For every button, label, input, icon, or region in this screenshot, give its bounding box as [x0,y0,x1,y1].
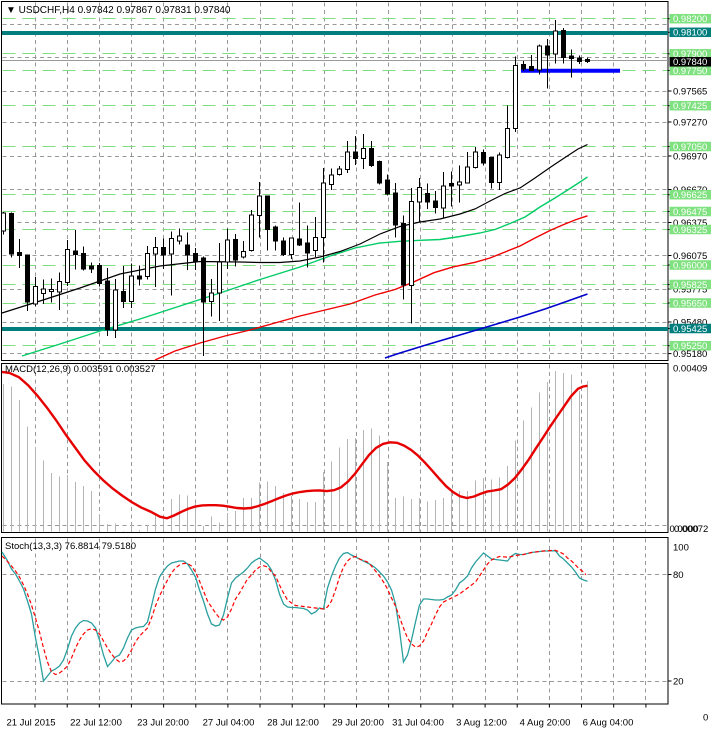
svg-text:0.95650: 0.95650 [673,298,707,309]
svg-text:▼ USDCHF,H4 0.97842 0.97867 0: ▼ USDCHF,H4 0.97842 0.97867 0.97831 0.97… [6,5,231,16]
svg-text:0: 0 [703,713,708,724]
svg-text:28 Jul 12:00: 28 Jul 12:00 [267,718,319,729]
svg-text:21 Jul 2015: 21 Jul 2015 [6,718,55,729]
svg-text:0.96075: 0.96075 [673,251,707,262]
svg-text:0.98200: 0.98200 [673,14,707,25]
svg-text:0.96475: 0.96475 [673,207,707,218]
svg-text:0.97050: 0.97050 [673,142,707,153]
svg-text:0.97425: 0.97425 [673,101,707,112]
svg-text:20: 20 [673,677,684,688]
svg-text:0.00072: 0.00072 [674,524,708,535]
svg-text:0.95480: 0.95480 [673,318,707,329]
svg-text:0.97900: 0.97900 [673,49,707,60]
svg-text:0.95425: 0.95425 [673,324,707,335]
svg-text:6 Aug 04:00: 6 Aug 04:00 [583,718,634,729]
svg-text:100: 100 [673,543,689,554]
svg-text:29 Jul 20:00: 29 Jul 20:00 [332,718,384,729]
svg-text:Stoch(13,3,3) 76.8814 79.5180: Stoch(13,3,3) 76.8814 79.5180 [5,541,136,552]
svg-text:23 Jul 20:00: 23 Jul 20:00 [137,718,189,729]
svg-text:0.97565: 0.97565 [673,87,707,98]
svg-text:22 Jul 12:00: 22 Jul 12:00 [70,718,122,729]
svg-text:0.97270: 0.97270 [673,118,707,129]
svg-text:0.95180: 0.95180 [673,349,707,360]
svg-text:3 Aug 12:00: 3 Aug 12:00 [456,718,507,729]
svg-text:0.97750: 0.97750 [673,66,707,77]
svg-text:0.95775: 0.95775 [673,285,707,296]
svg-text:MACD(12,26,9) 0.003591 0.00352: MACD(12,26,9) 0.003591 0.003527 [5,364,156,375]
svg-text:0.0000: 0.0000 [670,524,699,535]
svg-text:0.96325: 0.96325 [673,225,707,236]
svg-text:0.95825: 0.95825 [673,280,707,291]
svg-text:0.95250: 0.95250 [673,341,707,352]
svg-text:0.00409: 0.00409 [673,364,707,375]
svg-text:0.96970: 0.96970 [673,152,707,163]
svg-text:0.96375: 0.96375 [673,218,707,229]
svg-text:0.97840: 0.97840 [673,57,707,68]
svg-text:4 Aug 20:00: 4 Aug 20:00 [520,718,571,729]
svg-text:31 Jul 04:00: 31 Jul 04:00 [392,718,444,729]
svg-text:0.96625: 0.96625 [673,190,707,201]
svg-text:27 Jul 04:00: 27 Jul 04:00 [203,718,255,729]
svg-text:0.96000: 0.96000 [673,260,707,271]
svg-text:80: 80 [673,570,684,581]
svg-text:0.98100: 0.98100 [673,28,707,39]
